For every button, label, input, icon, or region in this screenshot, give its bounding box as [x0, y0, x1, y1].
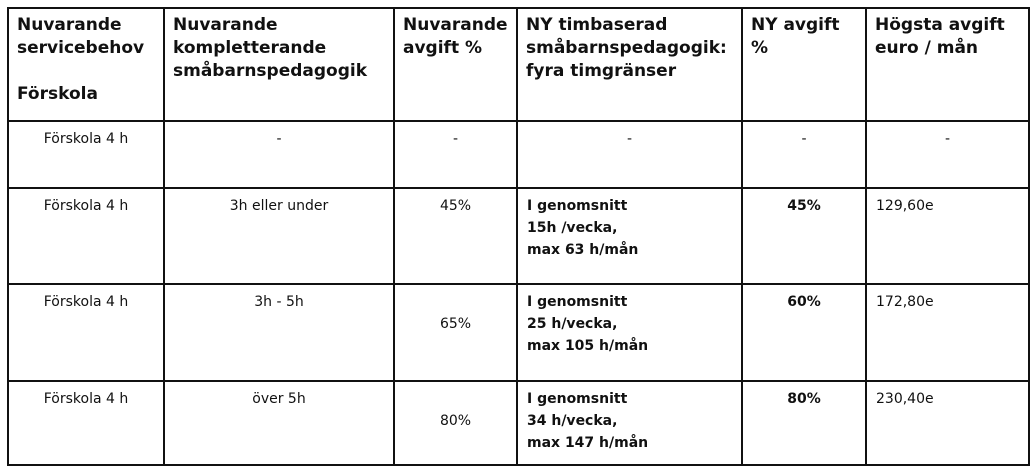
cell-new-fee: 80% [741, 380, 867, 466]
cell-complementary: 3h eller under [163, 187, 395, 285]
cell-service: Förskola 4 h [7, 380, 165, 466]
cell-max-fee: 129,60e [865, 187, 1030, 285]
header-current-complementary: Nuvarande kompletterande småbarnspedagogik [163, 7, 395, 122]
header-current-service: Nuvarande servicebehov Förskola [7, 7, 165, 122]
header-new-hours: NY timbaserad småbarnspedagogik: fyra timg… [516, 7, 743, 122]
cell-current-fee: 65% [393, 283, 518, 382]
cell-max-fee: - [865, 120, 1030, 189]
header-new-fee: NY avgift% [741, 7, 867, 122]
table-row: Förskola 4 h 3h eller under 45% I genoms… [7, 187, 1030, 285]
cell-new-fee: - [741, 120, 867, 189]
cell-max-fee: 230,40e [865, 380, 1030, 466]
cell-current-fee: - [393, 120, 518, 189]
header-row: Nuvarande servicebehov Förskola Nuvarande k… [7, 7, 1030, 122]
cell-complementary: över 5h [163, 380, 395, 466]
cell-new-hours: I genomsnitt 34 h/vecka, max 147 h/mån [516, 380, 743, 466]
table-row: Förskola 4 h - - - - - [7, 120, 1030, 189]
cell-new-hours: I genomsnitt 25 h/vecka, max 105 h/mån [516, 283, 743, 382]
header-max-fee: Högsta avgift euro / mån [865, 7, 1030, 122]
cell-current-fee: 80% [393, 380, 518, 466]
table-row: Förskola 4 h över 5h 80% I genomsnitt 34 … [7, 380, 1030, 466]
cell-service: Förskola 4 h [7, 120, 165, 189]
fee-table: Nuvarande servicebehov Förskola Nuvarande k… [7, 7, 1030, 466]
cell-new-hours: - [516, 120, 743, 189]
header-current-fee: Nuvarande avgift % [393, 7, 518, 122]
cell-service: Förskola 4 h [7, 187, 165, 285]
cell-service: Förskola 4 h [7, 283, 165, 382]
table-row: Förskola 4 h 3h - 5h 65% I genomsnitt 25 … [7, 283, 1030, 382]
cell-new-fee: 45% [741, 187, 867, 285]
cell-new-hours: I genomsnitt 15h /vecka, max 63 h/mån [516, 187, 743, 285]
cell-max-fee: 172,80e [865, 283, 1030, 382]
cell-new-fee: 60% [741, 283, 867, 382]
cell-current-fee: 45% [393, 187, 518, 285]
cell-complementary: - [163, 120, 395, 189]
cell-complementary: 3h - 5h [163, 283, 395, 382]
